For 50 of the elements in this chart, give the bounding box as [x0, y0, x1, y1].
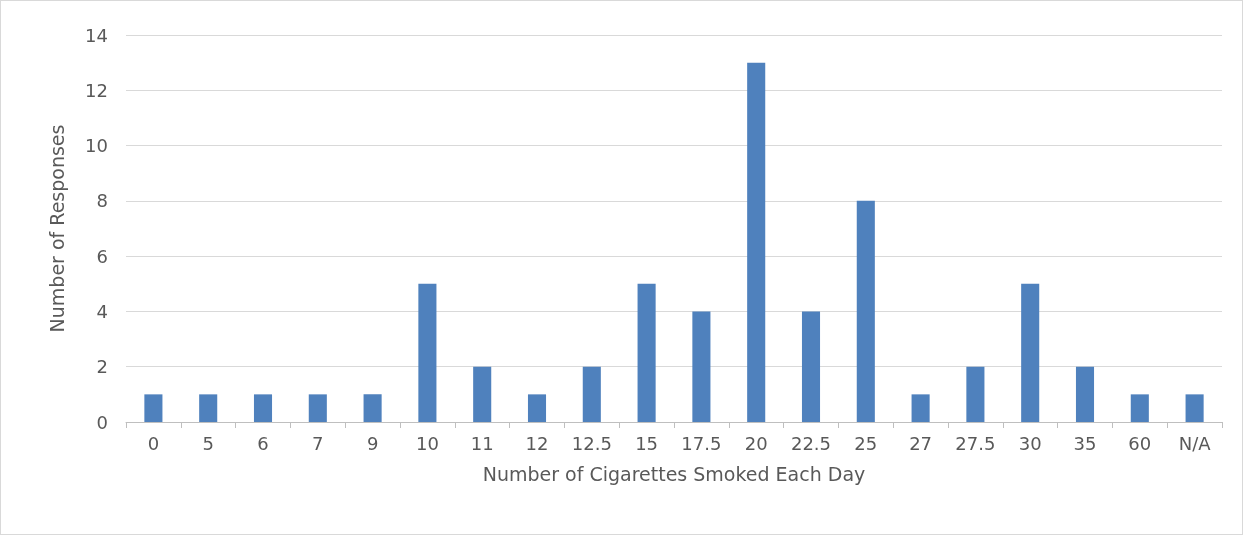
y-tick-label: 10: [85, 135, 108, 157]
x-tick-label: 9: [366, 432, 379, 454]
bar: [473, 366, 492, 422]
x-tick-label: 5: [202, 432, 214, 454]
x-tick-label: 27.5: [955, 432, 996, 454]
x-tick-label: 6: [257, 432, 269, 454]
bar: [856, 200, 875, 422]
bar: [199, 394, 218, 422]
bar: [308, 394, 327, 422]
y-tick-label: 8: [96, 190, 108, 212]
x-tick-label: 35: [1073, 432, 1097, 454]
x-tick-label: 10: [415, 432, 439, 454]
bar: [253, 394, 273, 422]
bar: [692, 311, 711, 422]
x-tick-label: 30: [1018, 432, 1042, 454]
y-tick-label: 2: [96, 356, 108, 378]
bar: [1075, 366, 1095, 422]
bar: [747, 62, 766, 422]
x-tick-label: 7: [312, 432, 324, 454]
x-tick-label: 12.5: [571, 432, 612, 454]
x-tick-label: N/A: [1178, 432, 1212, 454]
bar: [363, 394, 382, 422]
bar: [1185, 394, 1204, 422]
bar: [801, 311, 821, 422]
y-axis-title: Number of Responses: [45, 124, 68, 333]
x-tick-label: 22.5: [790, 432, 832, 454]
y-tick-label: 0: [96, 411, 108, 433]
bar: [911, 394, 930, 422]
x-tick-label: 11: [470, 432, 494, 454]
x-tick-label: 60: [1128, 432, 1152, 454]
x-tick-label: 12: [525, 432, 549, 454]
y-tick-label: 12: [85, 79, 108, 101]
x-tick-label: 25: [854, 432, 878, 454]
y-tick-label: 14: [85, 24, 108, 46]
bar: [1021, 283, 1040, 422]
x-tick-label: 27: [909, 432, 933, 454]
x-tick-label: 15: [635, 432, 659, 454]
bar: [418, 283, 437, 422]
x-axis-title: Number of Cigarettes Smoked Each Day: [482, 462, 866, 485]
y-tick-label: 6: [96, 245, 108, 267]
bar: [527, 394, 547, 422]
x-tick-label: 20: [744, 432, 768, 454]
bar: [582, 366, 601, 422]
bar: [637, 283, 656, 422]
bar: [144, 394, 163, 422]
bar: [1130, 394, 1149, 422]
x-tick-label: 17.5: [681, 432, 722, 454]
x-tick-label: 0: [147, 432, 160, 454]
y-tick-label: 4: [96, 300, 108, 322]
bar: [966, 366, 985, 422]
